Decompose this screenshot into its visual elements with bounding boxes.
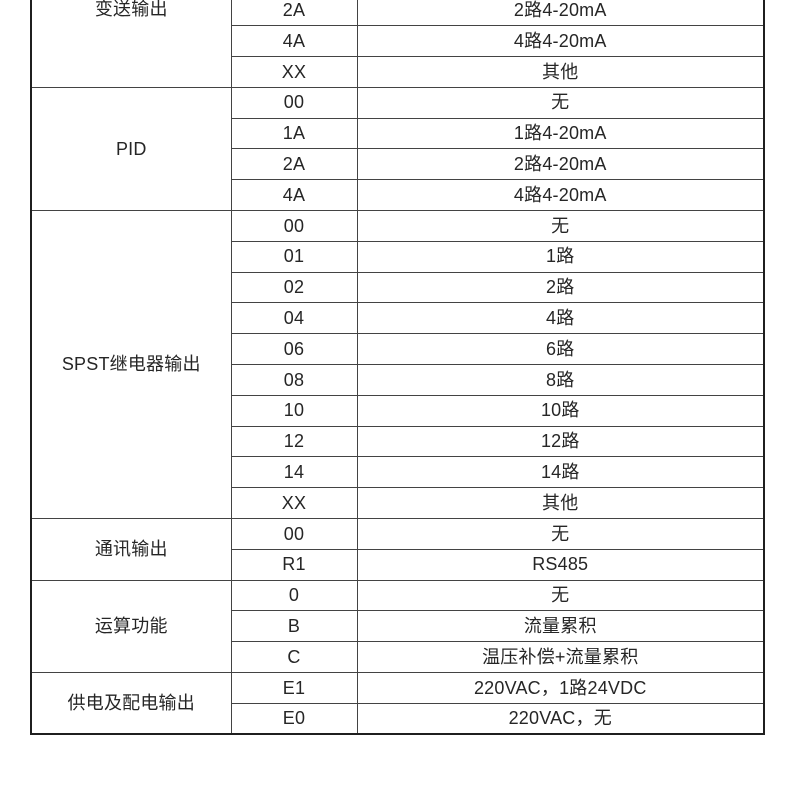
code-cell: B (230, 610, 358, 643)
table-row: E0 220VAC，无 (31, 702, 765, 735)
description-cell: 220VAC，1路24VDC (356, 672, 765, 704)
code-cell: 10 (230, 394, 358, 427)
ordering-spec-table-wrap: 变送输出 2A 2路4-20mA 4A 4路4-20mA XX 其他 PID 00 无 1A 1路4-… (30, 0, 765, 736)
description-cell: 无 (356, 86, 765, 119)
code-cell: E1 (230, 672, 358, 704)
table-row: 供电及配电输出 E1 220VAC，1路24VDC (30, 672, 765, 735)
code-cell: 4A (230, 25, 358, 58)
category-cell: 运算功能 (30, 579, 232, 674)
description-cell: 2路 (356, 271, 765, 304)
table-row: 4A 4路4-20mA (31, 179, 765, 212)
category-cell: PID (30, 86, 232, 212)
code-cell: R1 (230, 548, 358, 581)
code-cell: E0 (230, 702, 358, 735)
description-cell: 1路 (356, 240, 765, 273)
description-cell: 4路4-20mA (356, 25, 765, 58)
table-row: B 流量累积 (31, 610, 765, 643)
table-row: 1A 1路4-20mA (31, 117, 765, 150)
code-cell: 2A (230, 0, 358, 27)
table-row: C 温压补偿+流量累积 (31, 641, 765, 674)
table-row: 4A 4路4-20mA (31, 25, 765, 58)
table-row: 变送输出 2A 2路4-20mA (30, 0, 765, 88)
code-cell: 01 (230, 240, 358, 273)
table-row: PID 00 无 (30, 86, 765, 212)
code-cell: XX (230, 56, 358, 88)
description-cell: RS485 (356, 548, 765, 581)
code-cell: 00 (230, 518, 358, 550)
table-row: 12 12路 (31, 425, 765, 458)
description-cell: 8路 (356, 364, 765, 396)
code-cell: 12 (230, 425, 358, 458)
description-cell: 无 (356, 210, 765, 242)
spec-table-body: 变送输出 2A 2路4-20mA 4A 4路4-20mA XX 其他 PID 00 无 1A 1路4-… (30, 0, 765, 735)
category-cell: 通讯输出 (30, 518, 232, 581)
table-row: 01 1路 (31, 240, 765, 273)
table-row: R1 RS485 (31, 548, 765, 581)
code-cell: 00 (230, 86, 358, 119)
table-row: 08 8路 (31, 364, 765, 396)
code-cell: 06 (230, 333, 358, 366)
code-cell: 00 (230, 210, 358, 242)
description-cell: 10路 (356, 394, 765, 427)
description-cell: 4路4-20mA (356, 179, 765, 212)
code-cell: 1A (230, 117, 358, 150)
description-cell: 220VAC，无 (356, 702, 765, 735)
table-row: XX 其他 (31, 56, 765, 88)
description-cell: 其他 (356, 487, 765, 520)
description-cell: 其他 (356, 56, 765, 88)
category-cell: 供电及配电输出 (30, 672, 232, 735)
code-cell: 2A (230, 148, 358, 181)
code-cell: 14 (230, 456, 358, 489)
table-row: SPST继电器输出 00 无 (30, 210, 765, 520)
description-cell: 2路4-20mA (356, 148, 765, 181)
table-row: 2A 2路4-20mA (31, 148, 765, 181)
code-cell: 0 (230, 579, 358, 612)
description-cell: 12路 (356, 425, 765, 458)
description-cell: 无 (356, 518, 765, 550)
table-row: 02 2路 (31, 271, 765, 304)
code-cell: 08 (230, 364, 358, 396)
table-row: 14 14路 (31, 456, 765, 489)
table-row: 04 4路 (31, 302, 765, 335)
code-cell: XX (230, 487, 358, 520)
code-cell: C (230, 641, 358, 674)
description-cell: 2路4-20mA (356, 0, 765, 27)
description-cell: 温压补偿+流量累积 (356, 641, 765, 674)
ordering-spec-table: 变送输出 2A 2路4-20mA 4A 4路4-20mA XX 其他 PID 00 无 1A 1路4-… (30, 0, 765, 736)
table-row: 通讯输出 00 无 (30, 518, 765, 581)
description-cell: 4路 (356, 302, 765, 335)
description-cell: 1路4-20mA (356, 117, 765, 150)
description-cell: 6路 (356, 333, 765, 366)
code-cell: 04 (230, 302, 358, 335)
description-cell: 14路 (356, 456, 765, 489)
description-cell: 无 (356, 579, 765, 612)
table-row: 运算功能 0 无 (30, 579, 765, 674)
code-cell: 4A (230, 179, 358, 212)
table-row: XX 其他 (31, 487, 765, 520)
category-cell: 变送输出 (30, 0, 232, 88)
description-cell: 流量累积 (356, 610, 765, 643)
code-cell: 02 (230, 271, 358, 304)
category-cell: SPST继电器输出 (30, 210, 232, 520)
